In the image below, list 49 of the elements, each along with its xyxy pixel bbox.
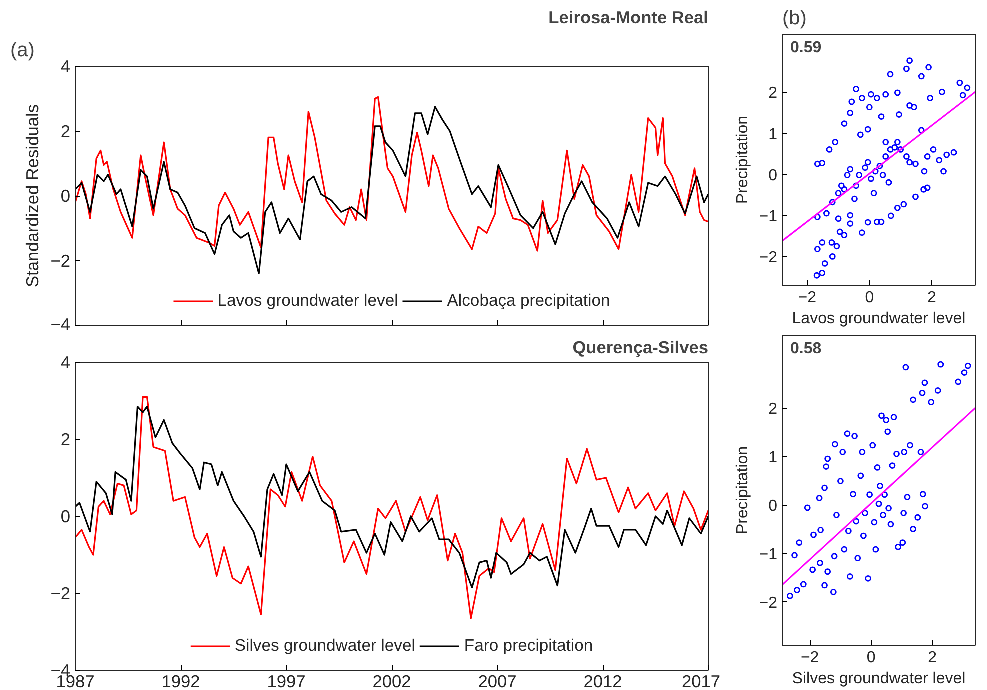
- y-tick-label: 2: [768, 85, 778, 102]
- y-axis-title: Precipitation: [734, 446, 752, 535]
- y-tick-label: 2: [768, 401, 778, 418]
- y-tick-label: 4: [60, 56, 71, 76]
- y-tick-label: 0: [60, 186, 71, 206]
- x-tick-label: 1992: [162, 672, 200, 690]
- y-tick-label: 4: [60, 352, 71, 372]
- x-tick-label: 2: [928, 650, 938, 666]
- legend-label: Lavos groundwater level: [218, 291, 398, 311]
- y-tick-label: −2: [759, 594, 778, 612]
- line-series: [76, 106, 708, 274]
- x-tick-label: −2: [800, 650, 820, 666]
- y-tick-label: 1: [768, 450, 778, 467]
- chart-title: Leirosa-Monte Real: [548, 8, 709, 28]
- text: (a): [10, 40, 35, 62]
- y-tick-label: 2: [60, 121, 71, 142]
- x-axis-title: Silves groundwater level: [792, 670, 966, 688]
- legend-label: Faro precipitation: [464, 636, 594, 656]
- legend-label: Alcobaça precipitation: [447, 291, 610, 311]
- y-tick-label: 0: [768, 167, 778, 184]
- x-axis-title: Lavos groundwater level: [792, 310, 966, 328]
- annotation: 0.59: [790, 40, 822, 56]
- line-series: [76, 396, 708, 620]
- x-tick-label: 2012: [584, 672, 622, 690]
- x-tick-label: 2017: [682, 672, 721, 690]
- y-tick-label: 0: [768, 498, 778, 516]
- y-tick-label: 2: [60, 430, 71, 450]
- line-series: [76, 96, 708, 252]
- chart-title: Querença-Silves: [572, 338, 709, 358]
- x-tick-label: 2002: [372, 672, 412, 690]
- x-tick-label: 2: [927, 290, 936, 306]
- y-tick-label: 1: [768, 126, 778, 144]
- y-tick-label: 0: [60, 506, 71, 526]
- y-tick-label: −2: [759, 250, 778, 267]
- line-series: [76, 406, 708, 589]
- y-axis-title: Standardized Residuals: [22, 104, 43, 288]
- legend-label: Silves groundwater level: [234, 636, 416, 656]
- y-tick-label: −2: [50, 250, 71, 271]
- x-tick-label: 1997: [267, 672, 306, 690]
- x-tick-label: 0: [866, 650, 876, 666]
- chart-title: (b): [782, 8, 807, 30]
- y-axis-title: Precipitation: [734, 116, 752, 204]
- y-tick-label: −2: [50, 584, 71, 604]
- x-tick-label: 0: [865, 290, 874, 306]
- y-tick-label: −1: [759, 208, 778, 226]
- x-tick-label: 2007: [478, 672, 517, 690]
- x-tick-label: −2: [798, 290, 817, 306]
- y-tick-label: −1: [759, 546, 778, 564]
- annotation: 0.58: [790, 340, 822, 358]
